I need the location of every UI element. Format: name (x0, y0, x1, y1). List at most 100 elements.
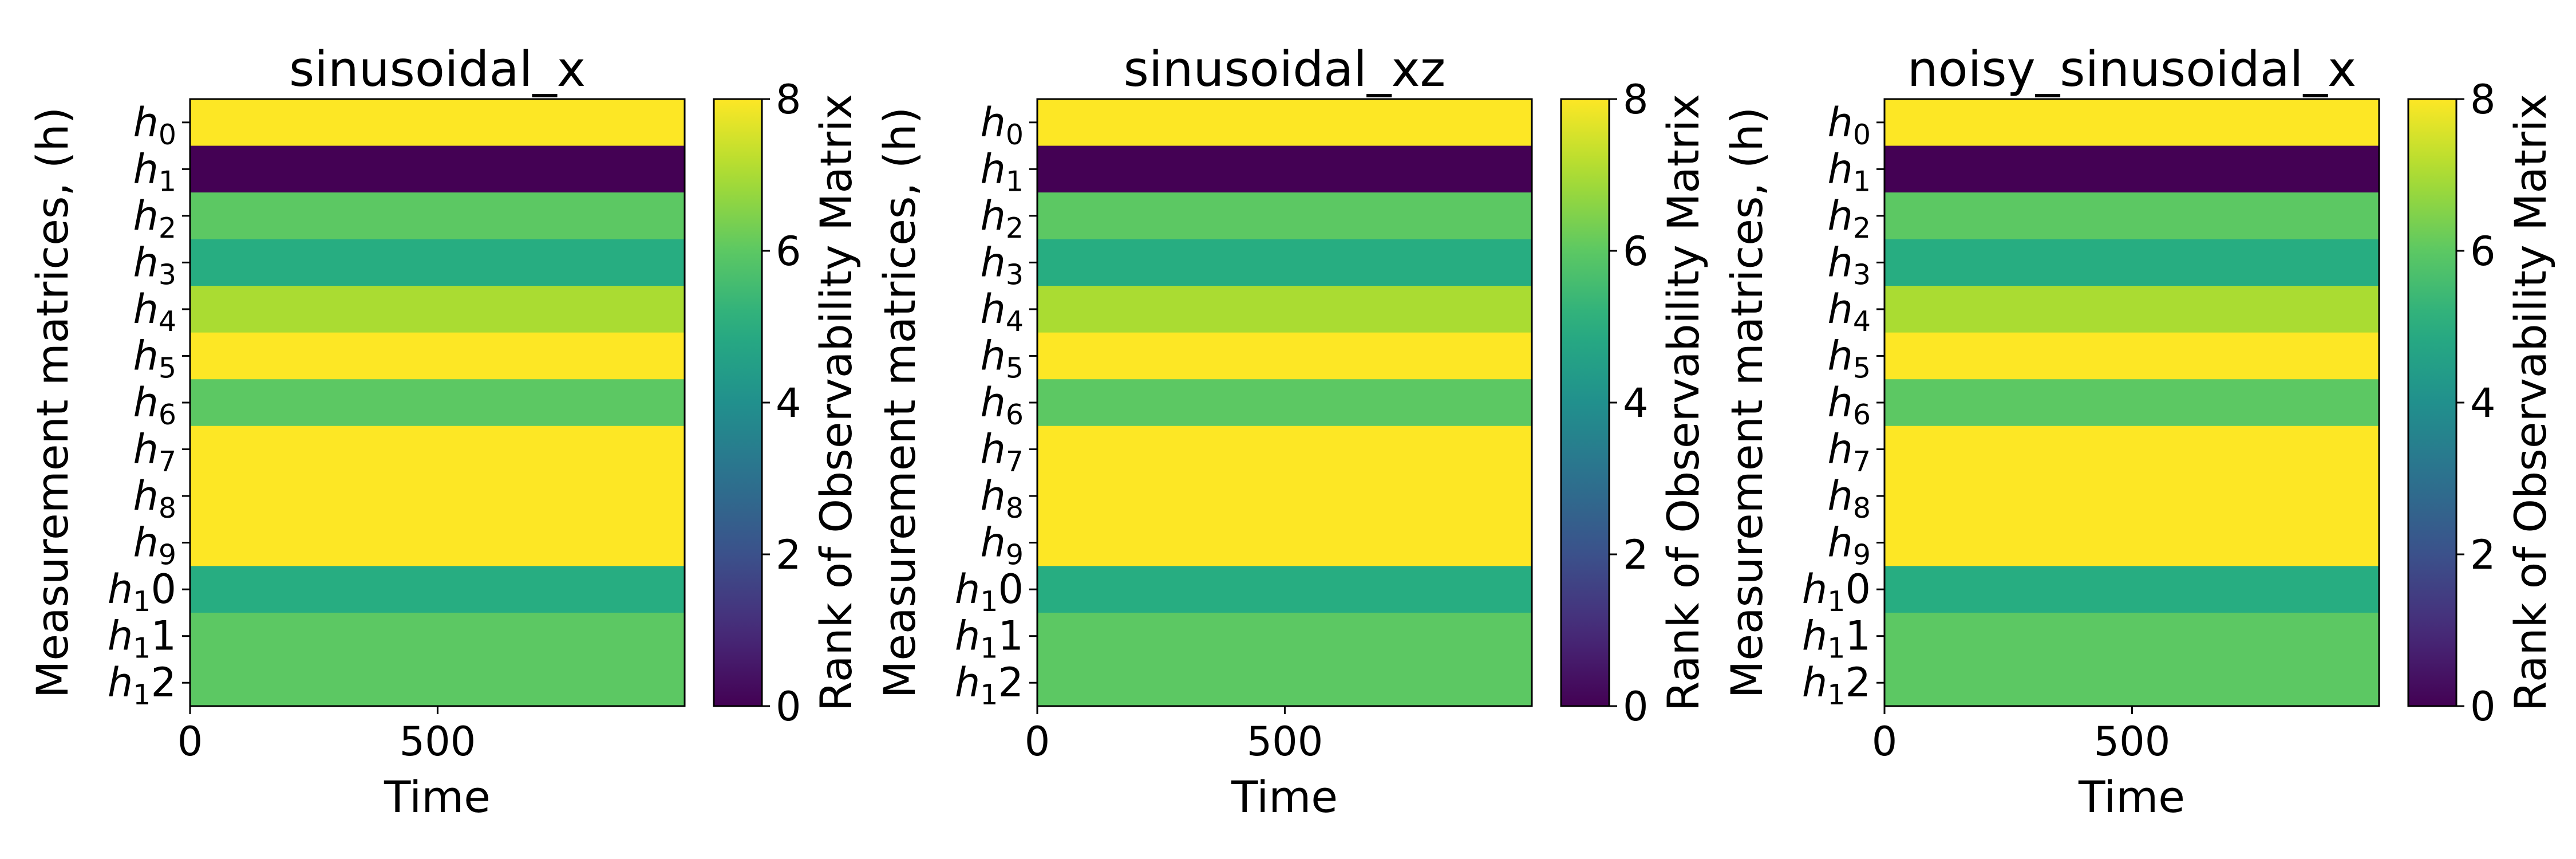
heatmap-row-4 (1037, 286, 1532, 333)
colorbar-tick-label: 0 (2470, 683, 2496, 730)
colorbar-label: Rank of Observability Matrix (2505, 94, 2556, 711)
heatmap-row-7 (190, 425, 685, 473)
y-tick-label: h1 (133, 145, 176, 198)
y-tick-label: h7 (1827, 426, 1871, 478)
colorbar-tick-label: 6 (2470, 228, 2496, 275)
heatmap-row-11 (190, 612, 685, 660)
y-tick-label: h7 (133, 426, 176, 478)
heatmap-row-7 (1884, 425, 2379, 473)
x-tick-label: 500 (1247, 718, 1323, 765)
x-tick-label: 500 (2094, 718, 2171, 765)
colorbar-tick-label: 4 (1623, 380, 1649, 427)
y-tick-label: h0 (133, 99, 176, 151)
colorbar-tick-label: 8 (2470, 76, 2496, 123)
y-tick-label: h6 (133, 379, 176, 431)
heatmap-row-9 (1037, 519, 1532, 566)
y-axis-label: Measurement matrices, (h) (874, 107, 925, 699)
y-tick-label: h4 (980, 286, 1024, 338)
x-axis-label: Time (1231, 771, 1338, 822)
y-tick-label: h9 (1827, 519, 1871, 572)
colorbar-tick-label: 6 (776, 228, 801, 275)
colorbar-tick-label: 0 (1623, 683, 1649, 730)
y-axis-label: Measurement matrices, (h) (27, 107, 78, 699)
colorbar (1561, 99, 1609, 706)
y-tick-label: h10 (108, 566, 176, 618)
heatmap-row-8 (190, 472, 685, 520)
x-axis-label: Time (2078, 771, 2185, 822)
y-tick-label: h12 (955, 659, 1024, 711)
y-tick-label: h6 (1827, 379, 1871, 431)
heatmap-row-8 (1037, 472, 1532, 520)
y-tick-label: h8 (980, 472, 1024, 525)
heatmap-row-5 (190, 332, 685, 380)
y-tick-label: h5 (1827, 332, 1871, 384)
heatmap-row-1 (1037, 145, 1532, 193)
colorbar-label: Rank of Observability Matrix (1658, 94, 1709, 711)
heatmap-row-11 (1037, 612, 1532, 660)
y-tick-label: h12 (1802, 659, 1871, 711)
colorbar (714, 99, 762, 706)
heatmap-panel-1: sinusoidal_xz h0h1h2h3h4h5h6h7h8h9h10h11h… (874, 41, 1709, 822)
colorbar-tick-label: 2 (776, 531, 801, 578)
y-tick-label: h8 (133, 472, 176, 525)
colorbar-tick-label: 8 (1623, 76, 1649, 123)
x-tick-label: 0 (1025, 718, 1050, 765)
panel-title: sinusoidal_x (289, 41, 586, 98)
heatmap-row-12 (1884, 659, 2379, 707)
y-tick-label: h10 (1802, 566, 1871, 618)
heatmap-row-2 (1884, 192, 2379, 240)
heatmap-row-9 (190, 519, 685, 566)
colorbar-tick-label: 0 (776, 683, 801, 730)
heatmap-row-9 (1884, 519, 2379, 566)
heatmap-row-0 (1037, 99, 1532, 147)
y-tick-label: h3 (133, 239, 176, 291)
y-tick-label: h11 (1802, 613, 1871, 665)
x-tick-label: 500 (400, 718, 476, 765)
y-tick-label: h4 (133, 286, 176, 338)
heatmap-row-1 (190, 145, 685, 193)
colorbar (2408, 99, 2456, 706)
heatmap-row-10 (1037, 566, 1532, 613)
y-tick-label: h5 (980, 332, 1024, 384)
y-tick-label: h5 (133, 332, 176, 384)
y-tick-label: h1 (1827, 145, 1871, 198)
y-tick-label: h10 (955, 566, 1024, 618)
y-tick-label: h8 (1827, 472, 1871, 525)
heatmap-row-10 (1884, 566, 2379, 613)
y-tick-label: h9 (133, 519, 176, 572)
heatmap-row-0 (1884, 99, 2379, 147)
colorbar-tick-label: 4 (2470, 380, 2496, 427)
heatmap-panel-0: sinusoidal_x h0h1h2h3h4h5h6h7h8h9h10h11h1… (27, 41, 862, 822)
x-tick-label: 0 (177, 718, 203, 765)
colorbar-label: Rank of Observability Matrix (811, 94, 862, 711)
heatmap-row-0 (190, 99, 685, 147)
y-tick-label: h6 (980, 379, 1024, 431)
heatmap-row-1 (1884, 145, 2379, 193)
heatmap-row-12 (1037, 659, 1532, 707)
heatmap-row-10 (190, 566, 685, 613)
heatmap-row-6 (190, 379, 685, 427)
colorbar-tick-label: 8 (776, 76, 801, 123)
heatmap-row-7 (1037, 425, 1532, 473)
y-axis-label: Measurement matrices, (h) (1721, 107, 1772, 699)
colorbar-tick-label: 4 (776, 380, 801, 427)
y-tick-label: h2 (133, 192, 176, 245)
heatmap-row-8 (1884, 472, 2379, 520)
panel-title: sinusoidal_xz (1124, 41, 1446, 98)
y-tick-label: h3 (1827, 239, 1871, 291)
x-axis-label: Time (384, 771, 491, 822)
y-tick-label: h2 (980, 192, 1024, 245)
heatmap-row-3 (1884, 239, 2379, 286)
y-tick-label: h3 (980, 239, 1024, 291)
heatmap-row-4 (1884, 286, 2379, 333)
colorbar-tick-label: 2 (2470, 531, 2496, 578)
heatmap-row-3 (190, 239, 685, 286)
y-tick-label: h2 (1827, 192, 1871, 245)
heatmap-row-2 (190, 192, 685, 240)
colorbar-tick-label: 2 (1623, 531, 1649, 578)
y-tick-label: h12 (108, 659, 176, 711)
heatmap-row-12 (190, 659, 685, 707)
panel-title: noisy_sinusoidal_x (1907, 41, 2357, 98)
heatmap-row-3 (1037, 239, 1532, 286)
